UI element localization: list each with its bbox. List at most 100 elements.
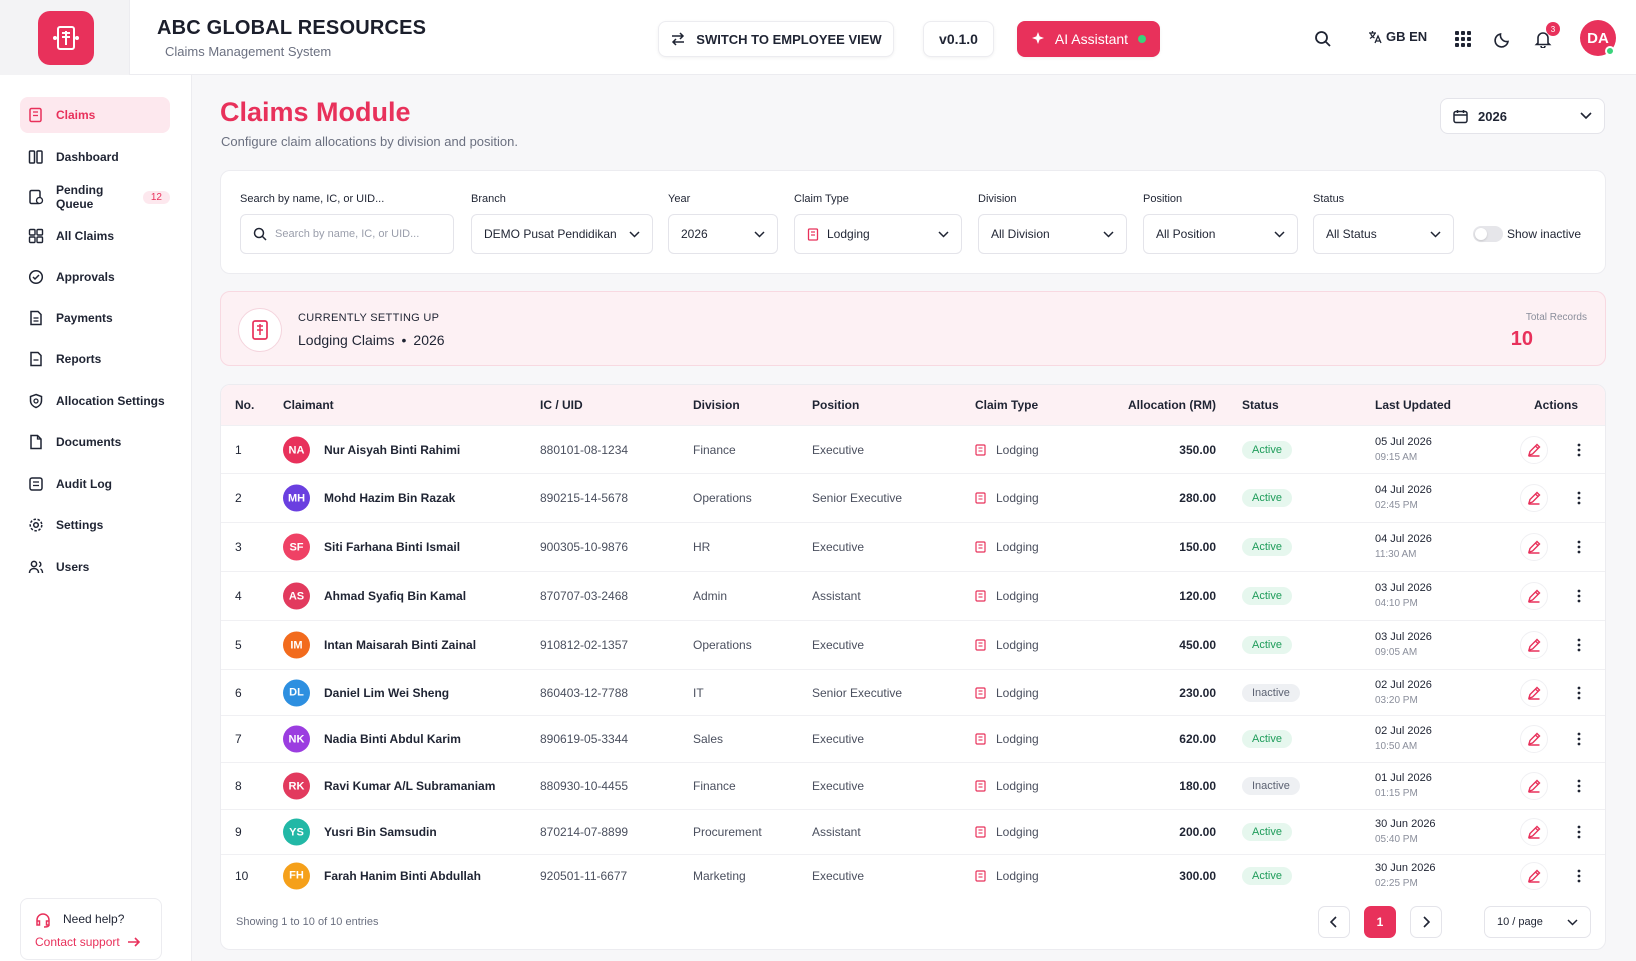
page-size-select[interactable]: 10 / page <box>1484 906 1591 938</box>
chevron-down-icon <box>1430 230 1441 238</box>
division-select[interactable]: All Division <box>978 214 1127 254</box>
claimant-name[interactable]: Siti Farhana Binti Ismail <box>324 540 461 554</box>
table-row[interactable]: 1 NA Nur Aisyah Binti Rahimi 880101-08-1234… <box>221 425 1605 474</box>
sidebar-item-allocation-settings[interactable]: Allocation Settings <box>20 383 170 419</box>
table-row[interactable]: 4 AS Ahmad Syafiq Bin Kamal 870707-03-2468 A… <box>221 571 1605 620</box>
status-badge: Active <box>1242 866 1292 885</box>
edit-button[interactable] <box>1520 861 1548 890</box>
pagination-summary: Showing 1 to 10 of 10 entries <box>236 916 379 928</box>
search-icon[interactable] <box>1312 28 1334 50</box>
claimant-name[interactable]: Nadia Binti Abdul Karim <box>324 732 461 746</box>
claimant-name[interactable]: Ravi Kumar A/L Subramaniam <box>324 779 496 793</box>
sidebar-item-claims[interactable]: Claims <box>20 97 170 133</box>
last-updated: 04 Jul 2026 11:30 AM <box>1375 531 1432 563</box>
sidebar-item-payments[interactable]: Payments <box>20 300 170 336</box>
claimant-name[interactable]: Yusri Bin Samsudin <box>324 825 437 839</box>
ic-uid: 870707-03-2468 <box>540 589 629 603</box>
last-updated-time: 02:45 PM <box>1375 500 1418 511</box>
edit-button[interactable] <box>1520 582 1548 610</box>
division-value: All Division <box>991 227 1050 241</box>
more-options-icon[interactable] <box>1569 535 1589 559</box>
total-records-value: 10 <box>1510 328 1533 350</box>
switch-view-button[interactable]: SWITCH TO EMPLOYEE VIEW <box>658 21 894 57</box>
edit-button[interactable] <box>1520 484 1548 512</box>
sidebar-item-users[interactable]: Users <box>20 549 170 585</box>
sparkle-icon <box>1031 32 1044 44</box>
sidebar-item-label: Documents <box>56 435 122 449</box>
status-value: All Status <box>1326 227 1377 241</box>
app-logo[interactable] <box>38 11 94 65</box>
year-filter-select[interactable]: 2026 <box>668 214 778 254</box>
branch-select[interactable]: DEMO Pusat Pendidikan <box>471 214 653 254</box>
more-options-icon[interactable] <box>1569 681 1589 705</box>
table-row[interactable]: 2 MH Mohd Hazim Bin Razak 890215-14-5678 Ope… <box>221 473 1605 522</box>
moon-icon[interactable] <box>1492 28 1514 50</box>
edit-button[interactable] <box>1520 436 1548 464</box>
sidebar-item-audit-log[interactable]: Audit Log <box>20 466 170 502</box>
pencil-icon <box>1527 869 1541 883</box>
edit-button[interactable] <box>1520 772 1548 800</box>
edit-button[interactable] <box>1520 533 1548 561</box>
more-options-icon[interactable] <box>1569 727 1589 751</box>
search-input[interactable]: Search by name, IC, or UID... <box>240 214 454 254</box>
sidebar-item-settings[interactable]: Settings <box>20 507 170 543</box>
more-options-icon[interactable] <box>1569 633 1589 657</box>
chevron-down-icon <box>754 230 765 238</box>
pencil-icon <box>1527 491 1541 505</box>
all-claims-icon <box>28 228 44 244</box>
table-row[interactable]: 6 DL Daniel Lim Wei Sheng 860403-12-7788 IT S… <box>221 669 1605 715</box>
ai-assistant-button[interactable]: AI Assistant <box>1017 21 1160 57</box>
claim-type-select[interactable]: Lodging <box>794 214 962 254</box>
apps-grid-icon[interactable] <box>1452 28 1474 50</box>
division: Finance <box>693 443 736 457</box>
column-header-claim-type: Claim Type <box>975 398 1039 412</box>
prev-page-button[interactable] <box>1318 906 1350 938</box>
show-inactive-toggle[interactable] <box>1473 226 1503 242</box>
claimant-avatar: NA <box>283 436 310 464</box>
row-number: 3 <box>235 540 242 554</box>
version-button[interactable]: v0.1.0 <box>923 21 994 57</box>
ai-assistant-label: AI Assistant <box>1054 31 1129 47</box>
sidebar-item-approvals[interactable]: Approvals <box>20 259 170 295</box>
edit-button[interactable] <box>1520 678 1548 707</box>
sidebar-item-documents[interactable]: Documents <box>20 424 170 460</box>
table-row[interactable]: 7 NK Nadia Binti Abdul Karim 890619-05-3344… <box>221 715 1605 762</box>
more-options-icon[interactable] <box>1569 584 1589 608</box>
edit-button[interactable] <box>1520 631 1548 659</box>
claim-type-value: Lodging <box>827 227 870 241</box>
more-options-icon[interactable] <box>1569 774 1589 798</box>
claimant-name[interactable]: Farah Hanim Binti Abdullah <box>324 868 481 883</box>
last-updated: 03 Jul 2026 04:10 PM <box>1375 580 1432 612</box>
status-label: Status <box>1313 193 1345 205</box>
sidebar-item-dashboard[interactable]: Dashboard <box>20 139 170 175</box>
more-options-icon[interactable] <box>1569 438 1589 462</box>
row-number: 9 <box>235 825 242 839</box>
claimant-name[interactable]: Nur Aisyah Binti Rahimi <box>324 443 461 457</box>
more-options-icon[interactable] <box>1569 820 1589 844</box>
branch-label: Branch <box>471 193 506 205</box>
sidebar-item-reports[interactable]: Reports <box>20 341 170 377</box>
status-select[interactable]: All Status <box>1313 214 1454 254</box>
year-selector[interactable]: 2026 <box>1440 98 1605 134</box>
sidebar-item-pending-queue[interactable]: Pending Queue 12 <box>20 179 170 215</box>
page-button-current[interactable]: 1 <box>1364 906 1396 938</box>
table-row[interactable]: 8 RK Ravi Kumar A/L Subramaniam 880930-10-4… <box>221 762 1605 809</box>
language-switcher[interactable]: GB EN <box>1368 29 1427 44</box>
more-options-icon[interactable] <box>1569 864 1589 888</box>
position-select[interactable]: All Position <box>1143 214 1298 254</box>
table-row[interactable]: 10 FH Farah Hanim Binti Abdullah 920501-11-… <box>221 854 1605 896</box>
sidebar-item-all-claims[interactable]: All Claims <box>20 218 170 254</box>
claimant-name[interactable]: Daniel Lim Wei Sheng <box>324 685 450 700</box>
more-options-icon[interactable] <box>1569 486 1589 510</box>
edit-button[interactable] <box>1520 818 1548 846</box>
contact-support-link[interactable]: Contact support <box>35 935 140 949</box>
table-row[interactable]: 5 IM Intan Maisarah Binti Zainal 910812-02-… <box>221 620 1605 669</box>
table-row[interactable]: 3 SF Siti Farhana Binti Ismail 900305-10-98… <box>221 522 1605 571</box>
bell-icon[interactable] <box>1532 28 1554 50</box>
claimant-name[interactable]: Mohd Hazim Bin Razak <box>324 491 456 505</box>
claimant-name[interactable]: Ahmad Syafiq Bin Kamal <box>324 589 467 603</box>
next-page-button[interactable] <box>1410 906 1442 938</box>
table-row[interactable]: 9 YS Yusri Bin Samsudin 870214-07-8899 Procu… <box>221 809 1605 854</box>
claimant-name[interactable]: Intan Maisarah Binti Zainal <box>324 638 477 652</box>
edit-button[interactable] <box>1520 725 1548 753</box>
